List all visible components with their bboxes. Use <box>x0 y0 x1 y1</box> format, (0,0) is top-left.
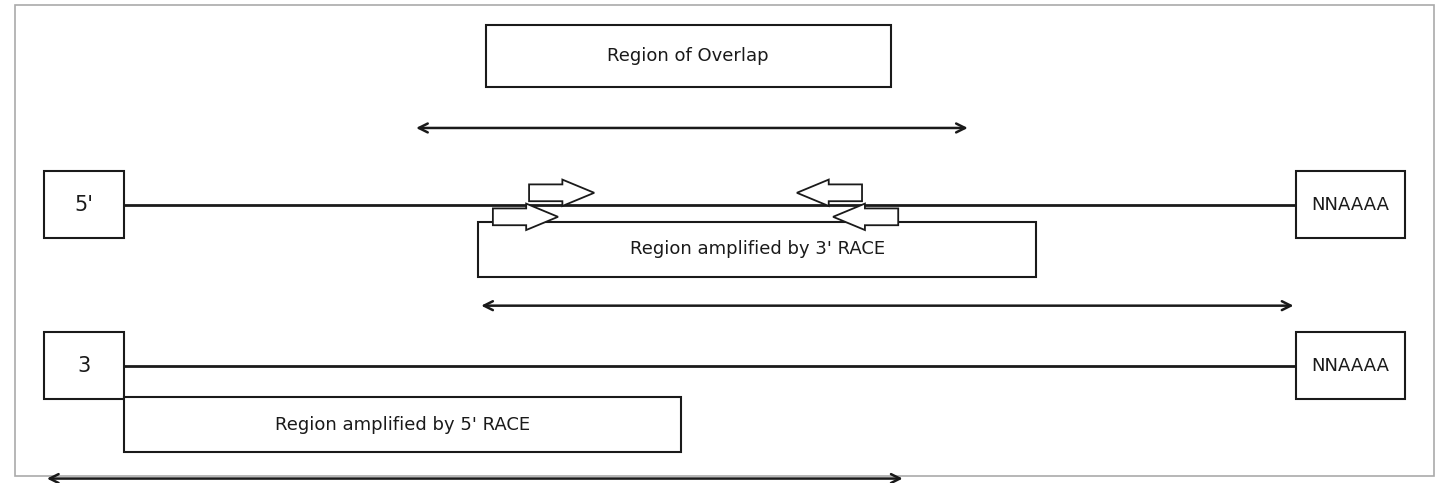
Bar <box>485 25 891 87</box>
Text: Region amplified by 3' RACE: Region amplified by 3' RACE <box>629 240 885 258</box>
Bar <box>478 222 1036 277</box>
Text: Region of Overlap: Region of Overlap <box>607 47 769 65</box>
FancyArrow shape <box>493 204 558 230</box>
Text: 3: 3 <box>77 355 90 376</box>
Bar <box>1297 332 1406 399</box>
Bar <box>43 332 123 399</box>
Bar <box>123 397 681 452</box>
Text: NNAAAA: NNAAAA <box>1311 196 1390 214</box>
FancyArrow shape <box>833 204 898 230</box>
Bar <box>43 171 123 239</box>
Text: NNAAAA: NNAAAA <box>1311 357 1390 375</box>
FancyArrow shape <box>529 180 594 206</box>
Text: 5': 5' <box>74 195 93 215</box>
FancyArrow shape <box>797 180 862 206</box>
Text: Region amplified by 5' RACE: Region amplified by 5' RACE <box>275 415 530 434</box>
Bar <box>1297 171 1406 239</box>
